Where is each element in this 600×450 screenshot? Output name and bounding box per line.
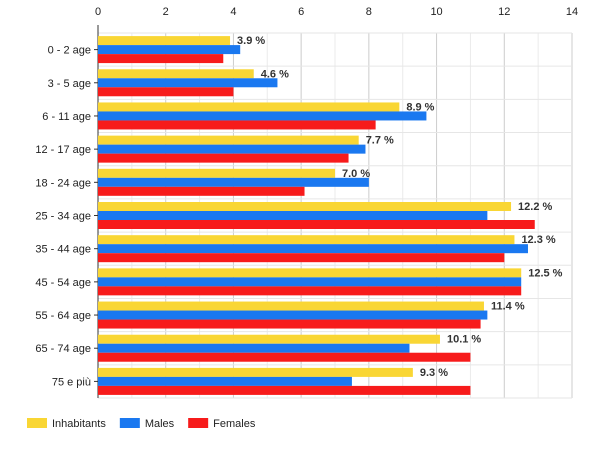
x-tick-label: 14 — [566, 6, 578, 18]
data-label: 12.2 % — [518, 201, 552, 213]
x-tick-label: 8 — [366, 6, 372, 18]
category-label: 3 - 5 age — [48, 78, 91, 90]
bar-males — [98, 244, 528, 254]
bar-inhabitants — [98, 135, 359, 145]
bar-males — [98, 310, 488, 320]
bar-females — [98, 286, 522, 296]
category-label: 35 - 44 age — [35, 244, 91, 256]
x-tick-label: 6 — [298, 6, 304, 18]
data-label: 4.6 % — [261, 68, 289, 80]
legend-label: Females — [213, 418, 256, 430]
bar-males — [98, 343, 410, 353]
bar-inhabitants — [98, 334, 440, 344]
bar-males — [98, 144, 366, 154]
bar-males — [98, 111, 427, 121]
bar-males — [98, 78, 278, 88]
bar-females — [98, 186, 305, 196]
bar-inhabitants — [98, 268, 522, 278]
x-tick-label: 0 — [95, 6, 101, 18]
data-label: 12.3 % — [521, 234, 555, 246]
data-label: 8.9 % — [406, 101, 434, 113]
category-label: 12 - 17 age — [35, 144, 91, 156]
data-label: 7.0 % — [342, 168, 370, 180]
bar-males — [98, 177, 369, 187]
x-tick-label: 4 — [230, 6, 236, 18]
legend-swatch-males — [119, 418, 140, 428]
bar-females — [98, 153, 349, 163]
data-label: 9.3 % — [420, 367, 448, 379]
bar-females — [98, 54, 224, 64]
data-label: 11.4 % — [491, 301, 525, 313]
category-label: 25 - 34 age — [35, 211, 91, 223]
legend: Inhabitants Males Females — [27, 418, 256, 430]
legend-label: Males — [145, 418, 175, 430]
bar-inhabitants — [98, 102, 400, 112]
category-label: 55 - 64 age — [35, 310, 91, 322]
bar-inhabitants — [98, 202, 512, 211]
bar-inhabitants — [98, 301, 484, 311]
bars — [98, 36, 535, 395]
bar-females — [98, 319, 481, 329]
data-label: 7.7 % — [366, 135, 394, 147]
data-labels: 3.9 % 4.6 % 8.9 % 7.7 % 7.0 % 12.2 % 12.3 % 12.… — [237, 35, 563, 379]
x-tick-label: 10 — [430, 6, 442, 18]
bar-females — [98, 220, 535, 229]
bar-males — [98, 277, 522, 287]
legend-swatch-inhabitants — [27, 418, 47, 428]
bar-females — [98, 120, 376, 130]
bar-inhabitants — [98, 168, 335, 178]
bar-females — [98, 87, 234, 97]
legend-swatch-females — [188, 418, 209, 428]
category-label: 18 - 24 age — [35, 177, 91, 189]
category-label: 0 - 2 age — [48, 45, 91, 57]
bar-females — [98, 253, 505, 263]
data-label: 3.9 % — [237, 35, 265, 47]
bar-males — [98, 45, 241, 55]
data-label: 12.5 % — [528, 267, 562, 279]
y-axis-category-labels: 0 - 2 age 3 - 5 age 6 - 11 age 12 - 17 age 1… — [35, 45, 98, 388]
bar-inhabitants — [98, 235, 515, 245]
category-label: 45 - 54 age — [35, 277, 91, 289]
x-tick-label: 12 — [498, 6, 510, 18]
x-tick-label: 2 — [163, 6, 169, 18]
category-label: 65 - 74 age — [35, 343, 91, 355]
bar-inhabitants — [98, 36, 231, 46]
bar-inhabitants — [98, 367, 413, 377]
category-label: 75 e più — [52, 376, 91, 388]
x-axis-ticks: 0 2 4 6 8 10 12 14 — [95, 6, 578, 18]
bar-males — [98, 376, 352, 386]
legend-label: Inhabitants — [52, 418, 106, 430]
data-label: 10.1 % — [447, 334, 481, 346]
bar-males — [98, 211, 488, 220]
category-label: 6 - 11 age — [42, 111, 91, 123]
bar-females — [98, 385, 471, 395]
bar-inhabitants — [98, 69, 254, 79]
bar-females — [98, 352, 471, 362]
